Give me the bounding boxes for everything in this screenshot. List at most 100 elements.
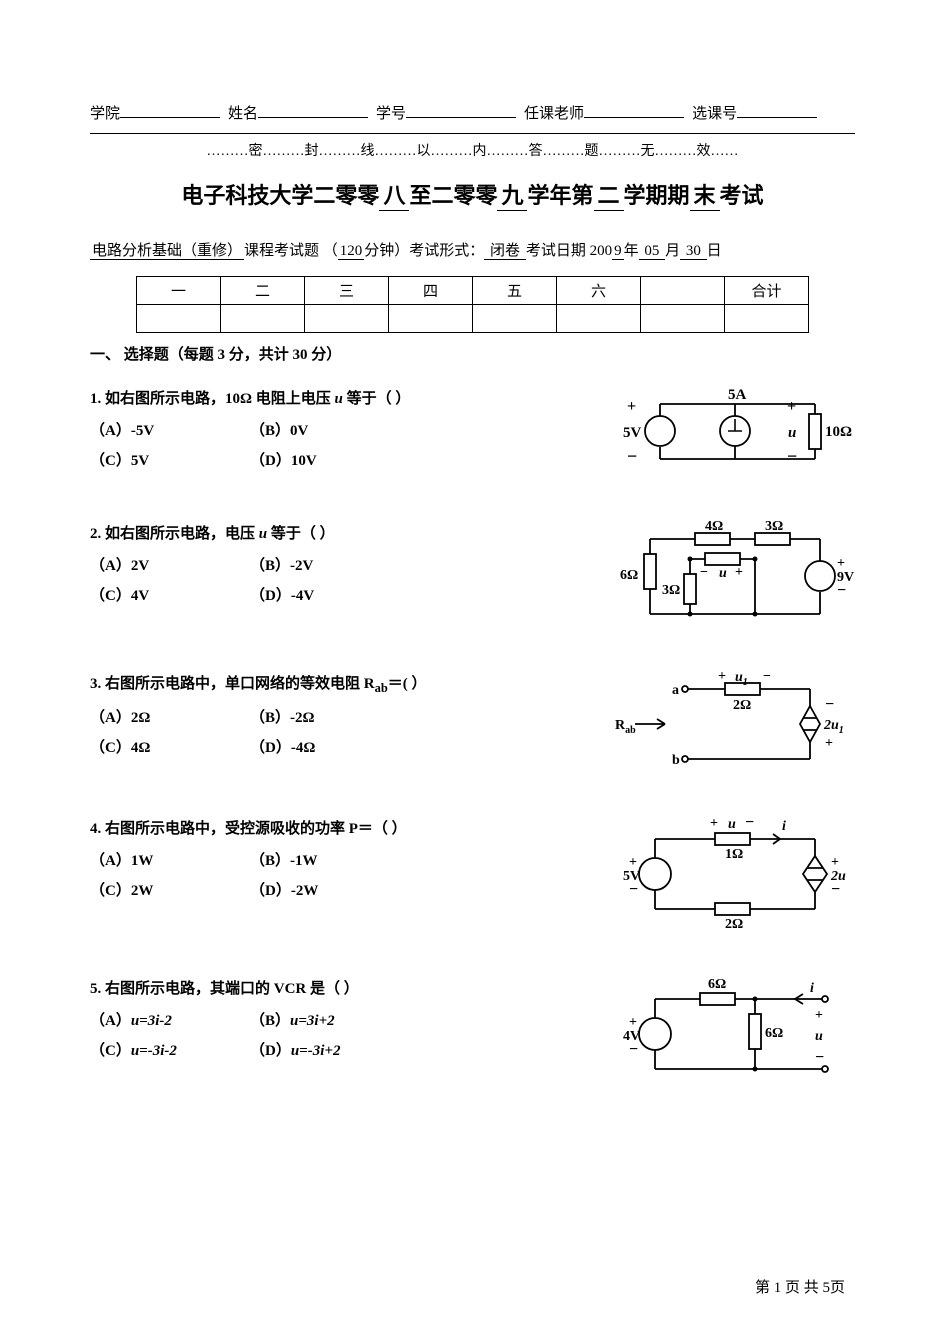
table-row	[137, 305, 809, 333]
option-a: （A）2V	[90, 551, 250, 581]
svg-text:b: b	[672, 753, 680, 768]
table-cell	[305, 305, 389, 333]
svg-text:3Ω: 3Ω	[765, 519, 783, 534]
title-text: 学年第	[527, 183, 593, 208]
option-c-eq: u=-3i-2	[131, 1043, 177, 1059]
option-a: （A）1W	[90, 846, 250, 876]
title-text: 至二零零	[409, 183, 497, 208]
svg-text:+: +	[629, 1015, 637, 1030]
title-text: 学期期	[624, 183, 690, 208]
title-sem: 二	[594, 178, 624, 211]
question-3: 3. 右图所示电路中，单口网络的等效电阻 Rab＝( ） （A）2Ω（B）-2Ω…	[90, 669, 855, 774]
hf-blank	[120, 100, 220, 118]
circuit-diagram-1: + 5V − 5A + u − 10Ω	[615, 384, 855, 479]
q-stem: 4. 右图所示电路中，受控源吸收的功率 P＝（ ）	[90, 821, 407, 837]
svg-text:3Ω: 3Ω	[662, 583, 680, 598]
date-y: 9	[612, 243, 624, 260]
option-a: （A）-5V	[90, 416, 250, 446]
table-cell	[641, 305, 725, 333]
option-c: （C）2W	[90, 876, 250, 906]
option-c-pre: （C）	[90, 1043, 131, 1059]
svg-text:Rab: Rab	[615, 718, 636, 736]
svg-text:a: a	[672, 683, 679, 698]
table-cell	[557, 305, 641, 333]
exam-form: 闭卷	[484, 243, 526, 260]
subhead-text: 课程考试题 （	[244, 243, 338, 259]
svg-text:−: −	[787, 446, 797, 466]
subhead-text: 考试日期 200	[526, 243, 612, 259]
score-table: 一 二 三 四 五 六 合计	[136, 276, 809, 333]
svg-text:−: −	[825, 696, 834, 713]
svg-text:2Ω: 2Ω	[733, 698, 751, 713]
header-fields: 学院 姓名 学号 任课老师 选课号	[90, 100, 855, 123]
option-b-eq: u=3i+2	[290, 1013, 335, 1029]
svg-text:+: +	[718, 669, 726, 684]
svg-text:10Ω: 10Ω	[825, 424, 852, 440]
title-text: 电子科技大学二零零	[181, 183, 379, 208]
q-var: u	[259, 526, 267, 542]
svg-text:−: −	[700, 565, 708, 580]
option-a-pre: （A）	[90, 1013, 131, 1029]
seal-line: ………密………封………线………以………内………答………题………无………效……	[90, 140, 855, 160]
q-stem: 1. 如右图所示电路，10Ω 电阻上电压	[90, 391, 335, 407]
svg-text:2u1: 2u1	[823, 718, 844, 736]
svg-text:−: −	[627, 446, 637, 466]
svg-text:+: +	[710, 816, 718, 831]
option-c: （C）4Ω	[90, 733, 250, 763]
svg-text:+: +	[815, 1008, 823, 1023]
course-name: 电路分析基础（重修）	[90, 243, 244, 260]
q-stem: 等于（ ）	[343, 391, 411, 407]
title-text: 考试	[720, 183, 764, 208]
subhead-text: 分钟）考试形式：	[364, 243, 484, 259]
svg-text:−: −	[745, 814, 754, 831]
question-2: 2. 如右图所示电路，电压 u 等于（ ） （A）2V（B）-2V （C）4V（…	[90, 519, 855, 629]
option-c: （C）4V	[90, 581, 250, 611]
svg-text:−: −	[629, 881, 638, 898]
svg-text:6Ω: 6Ω	[620, 568, 638, 583]
hf-blank	[406, 100, 516, 118]
subhead-text: 年	[624, 243, 639, 259]
svg-text:−: −	[837, 582, 846, 599]
title-year2: 九	[497, 178, 527, 211]
question-4: 4. 右图所示电路中，受控源吸收的功率 P＝（ ） （A）1W（B）-1W （C…	[90, 814, 855, 934]
svg-text:+: +	[825, 736, 833, 751]
circuit-diagram-3: a b + u1 − 2Ω − 2u1 + Rab	[615, 669, 855, 774]
option-b: （B）-1W	[250, 846, 410, 876]
option-b: （B）0V	[250, 416, 410, 446]
section-heading: 一、 选择题（每题 3 分，共计 30 分）	[90, 343, 855, 364]
svg-text:u: u	[728, 817, 736, 832]
question-1: 1. 如右图所示电路，10Ω 电阻上电压 u 等于（ ） （A）-5V（B）0V…	[90, 384, 855, 479]
q-stem: ＝( ）	[388, 676, 427, 692]
table-cell	[221, 305, 305, 333]
option-a-eq: u=3i-2	[131, 1013, 172, 1029]
svg-text:+: +	[837, 556, 845, 571]
svg-text:−: −	[629, 1041, 638, 1058]
svg-text:2Ω: 2Ω	[725, 917, 743, 932]
table-cell	[473, 305, 557, 333]
circuit-diagram-5: 6Ω 6Ω + 4V − i + u −	[615, 974, 855, 1084]
svg-text:5A: 5A	[728, 387, 747, 403]
option-d-eq: u=-3i+2	[291, 1043, 341, 1059]
svg-text:5V: 5V	[623, 425, 642, 441]
table-cell: 六	[557, 277, 641, 305]
circuit-diagram-4: + u − i 1Ω 2Ω + 5V − + 2u −	[615, 814, 855, 934]
hf-blank	[584, 100, 684, 118]
svg-text:−: −	[815, 1049, 824, 1066]
exam-title: 电子科技大学二零零八至二零零九学年第二学期期末考试	[90, 178, 855, 211]
table-cell: 五	[473, 277, 557, 305]
svg-text:u: u	[815, 1029, 823, 1044]
header-divider	[90, 133, 855, 134]
svg-text:i: i	[810, 981, 814, 996]
date-d: 30	[680, 243, 707, 260]
table-cell	[389, 305, 473, 333]
svg-text:−: −	[763, 669, 771, 684]
option-b: （B）-2V	[250, 551, 410, 581]
q-sub: ab	[375, 681, 388, 695]
title-type: 末	[690, 178, 720, 211]
svg-text:1Ω: 1Ω	[725, 847, 743, 862]
svg-text:+: +	[787, 398, 796, 415]
svg-text:+: +	[627, 398, 636, 415]
hf-label: 姓名	[228, 102, 258, 123]
table-cell	[725, 305, 809, 333]
table-row: 一 二 三 四 五 六 合计	[137, 277, 809, 305]
